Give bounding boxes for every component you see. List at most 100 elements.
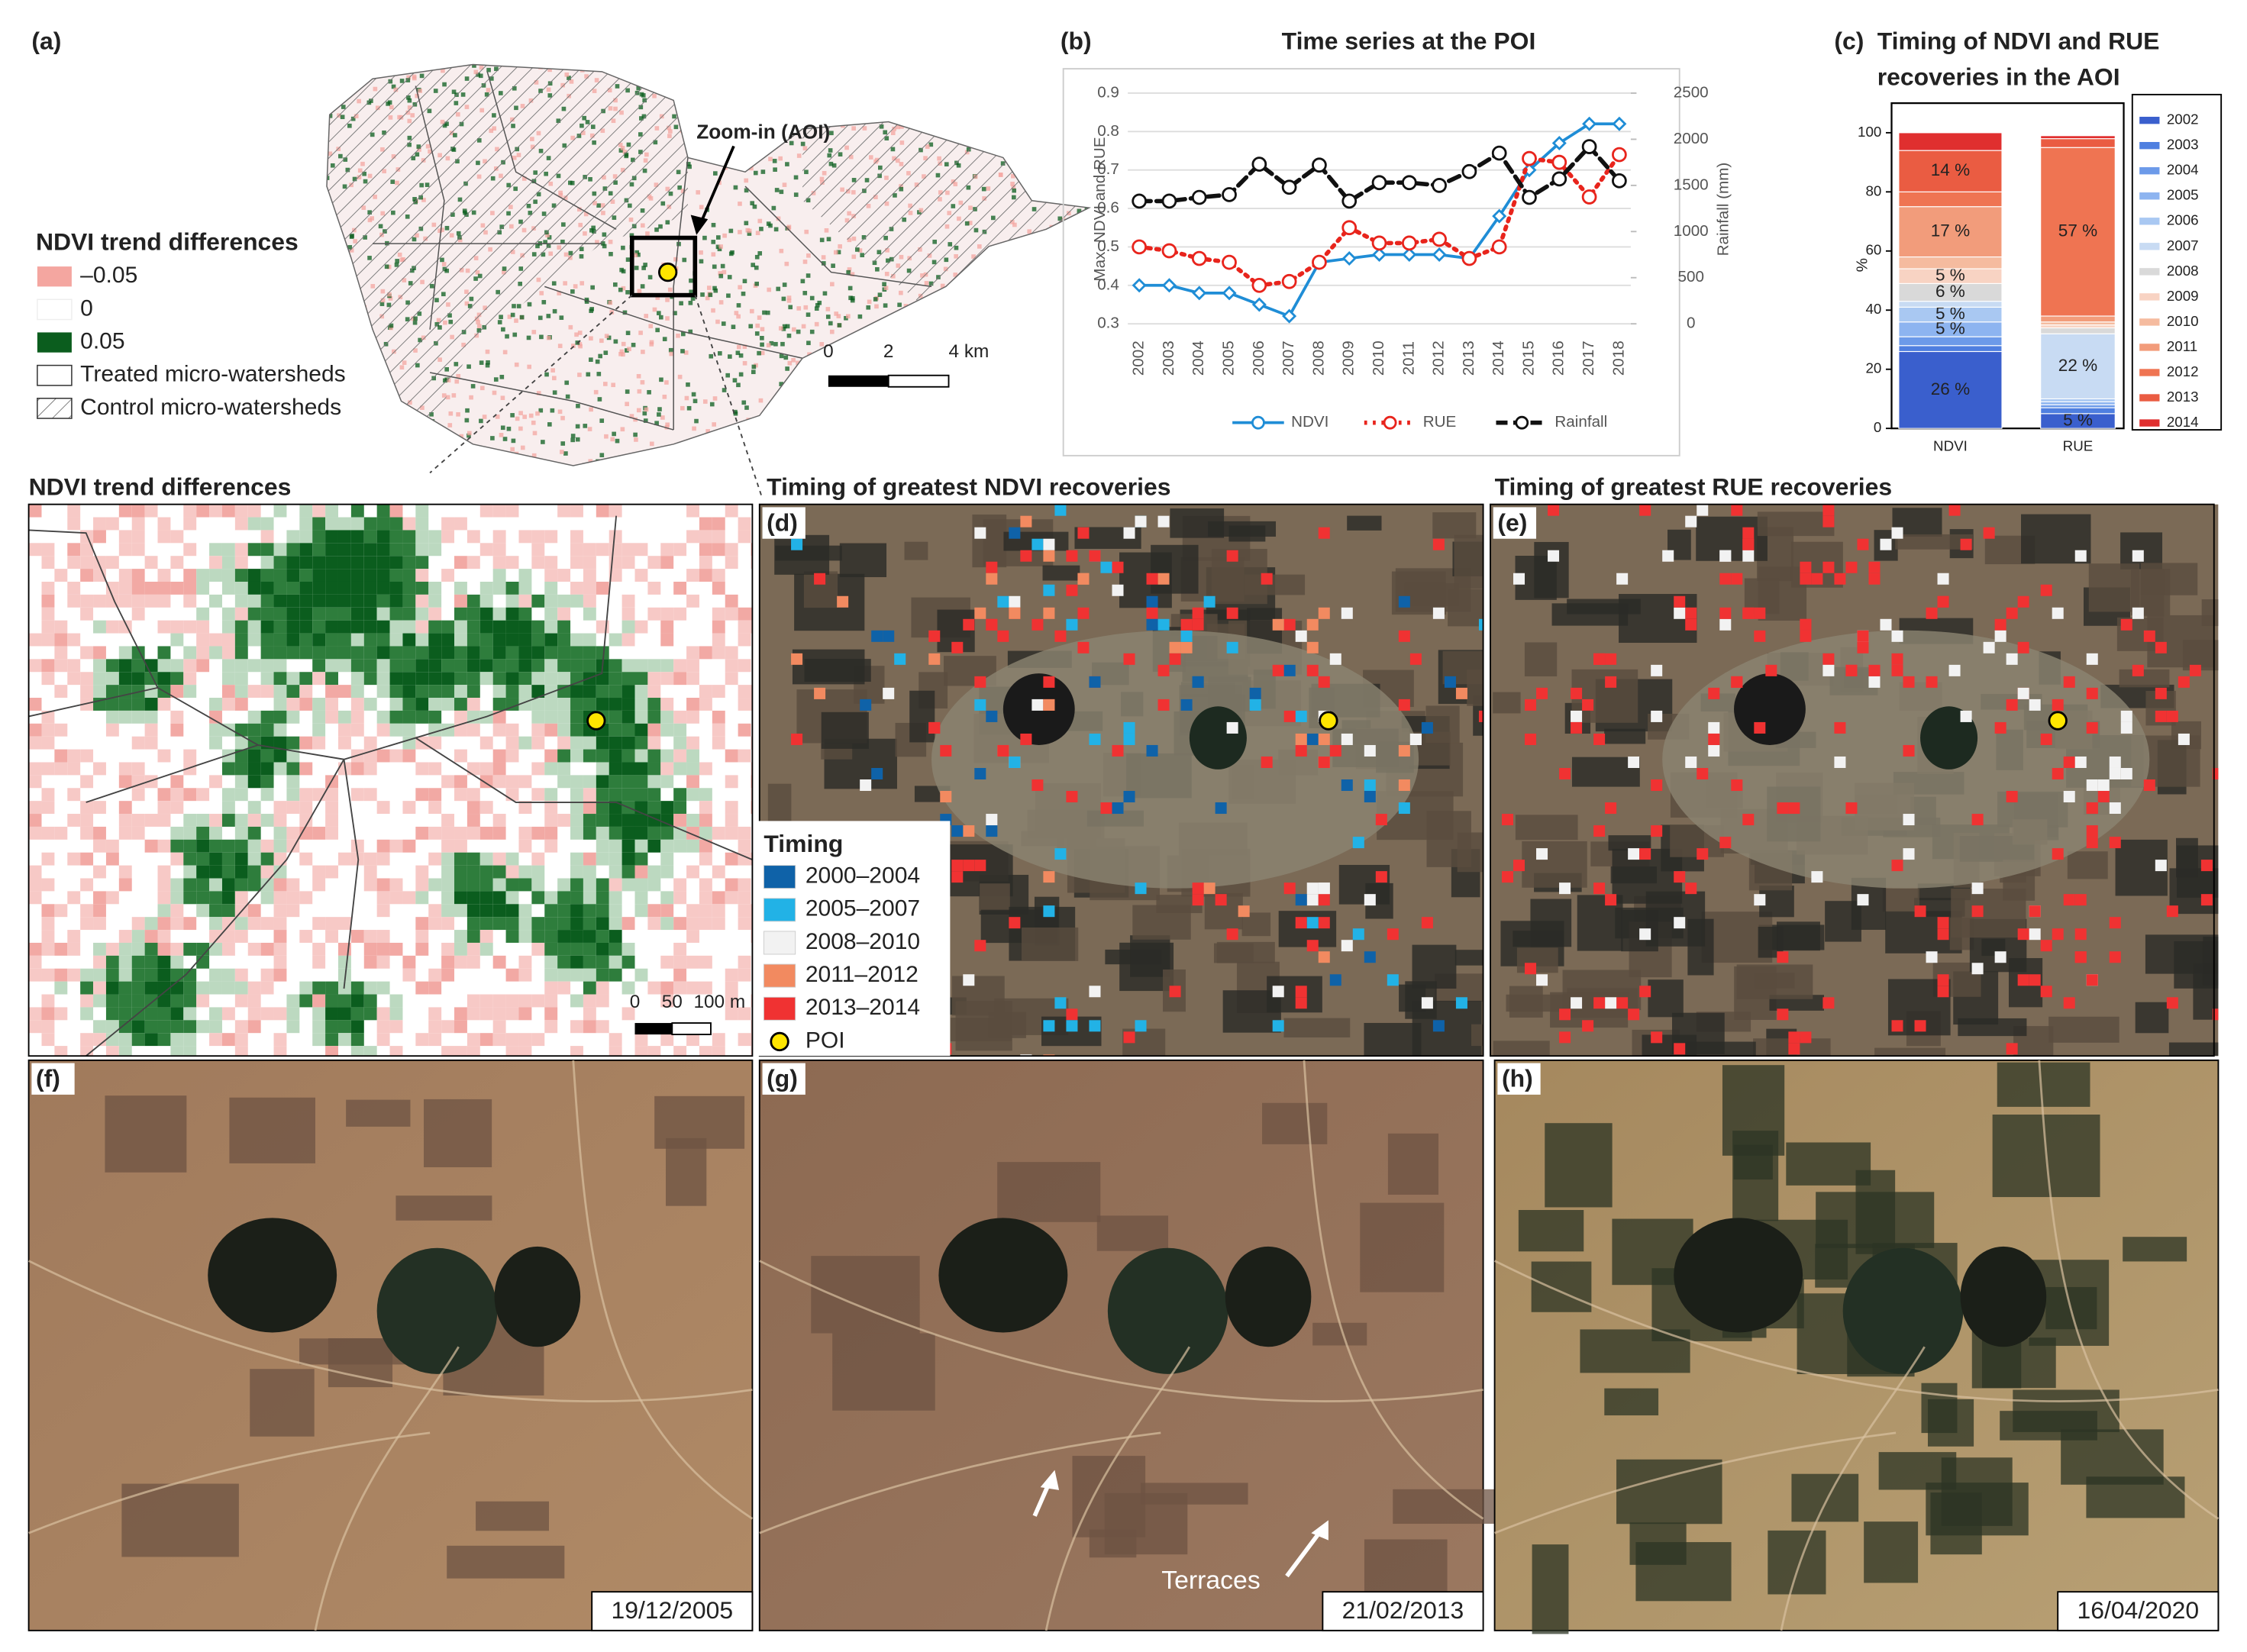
map-pixel	[763, 424, 767, 430]
map-pixel	[922, 299, 927, 305]
map-pixel	[712, 891, 725, 905]
map-pixel	[478, 450, 483, 455]
map-pixel	[492, 852, 506, 866]
map-pixel	[960, 461, 965, 466]
map-pixel	[492, 826, 506, 840]
map-pixel	[454, 891, 467, 905]
map-pixel	[853, 431, 858, 437]
map-pixel	[54, 659, 68, 673]
map-pixel	[696, 81, 700, 86]
map-pixel	[196, 994, 210, 1008]
recovery-pixel	[1306, 882, 1319, 895]
map-pixel	[170, 710, 184, 724]
recovery-pixel	[1605, 676, 1617, 688]
y2-tick-label: 0	[1687, 315, 1695, 332]
map-pixel	[337, 1020, 351, 1034]
map-pixel	[544, 569, 558, 582]
map-pixel	[221, 556, 235, 569]
recovery-pixel	[1903, 814, 1915, 826]
map-pixel	[337, 556, 351, 569]
map-pixel	[544, 698, 558, 711]
map-pixel	[196, 878, 210, 892]
map-pixel	[454, 685, 467, 699]
map-pixel	[105, 968, 119, 982]
recovery-pixel	[1066, 584, 1078, 596]
legend-label: 0	[80, 295, 93, 321]
map-pixel	[557, 698, 571, 711]
map-pixel	[505, 775, 519, 789]
map-pixel	[857, 343, 863, 348]
map-pixel	[415, 594, 429, 608]
recovery-pixel	[1043, 607, 1055, 619]
map-pixel	[879, 441, 884, 447]
map-pixel	[479, 1007, 493, 1021]
bar-segment	[2040, 404, 2116, 408]
map-pixel	[157, 878, 171, 892]
map-pixel	[638, 331, 643, 335]
map-pixel	[847, 267, 852, 272]
map-pixel	[157, 581, 171, 595]
recovery-pixel	[1857, 630, 1869, 642]
map-pixel	[361, 443, 366, 447]
map-pixel	[810, 398, 815, 402]
map-pixel	[328, 236, 334, 241]
map-pixel	[479, 865, 493, 879]
map-pixel	[565, 394, 570, 399]
map-pixel	[157, 646, 171, 660]
map-pixel	[41, 917, 55, 931]
map-pixel	[1014, 136, 1019, 140]
map-pixel	[459, 434, 464, 439]
map-pixel	[557, 814, 571, 827]
map-pixel	[93, 826, 106, 840]
map-pixel	[725, 775, 738, 789]
map-pixel	[629, 69, 634, 74]
map-pixel	[350, 646, 364, 660]
map-pixel	[996, 459, 1001, 464]
map-pixel	[767, 71, 772, 76]
map-pixel	[80, 1033, 94, 1047]
map-pixel	[625, 257, 631, 262]
data-point	[1612, 173, 1627, 189]
map-pixel	[1042, 411, 1048, 415]
legend-swatch	[2139, 243, 2160, 250]
map-pixel	[621, 826, 635, 840]
map-pixel	[105, 852, 119, 866]
recovery-pixel	[1937, 928, 1949, 941]
map-pixel	[183, 891, 197, 905]
map-pixel	[952, 133, 957, 138]
map-pixel	[702, 460, 707, 464]
map-pixel	[325, 930, 338, 943]
recovery-pixel	[1146, 744, 1158, 757]
map-pixel	[80, 685, 94, 699]
map-pixel	[505, 891, 519, 905]
map-pixel	[299, 569, 313, 582]
map-pixel	[850, 295, 855, 301]
map-pixel	[441, 865, 455, 879]
map-pixel	[273, 710, 287, 724]
map-pixel	[699, 917, 712, 931]
map-pixel	[454, 878, 467, 892]
map-pixel	[596, 930, 609, 943]
map-pixel	[699, 685, 712, 699]
y-tick-label: 0.9	[1097, 83, 1119, 101]
recovery-pixel	[2132, 550, 2144, 562]
x-tick-label: 2015	[1519, 340, 1537, 376]
data-point	[1132, 278, 1147, 293]
map-pixel	[260, 607, 274, 621]
recovery-pixel	[963, 860, 975, 872]
map-pixel	[505, 672, 519, 686]
map-pixel	[583, 607, 596, 621]
map-pixel	[767, 106, 773, 111]
legend-label: 2005	[2167, 187, 2199, 203]
map-pixel	[609, 710, 622, 724]
map-pixel	[570, 633, 583, 647]
recovery-pixel	[1548, 550, 1560, 562]
map-pixel	[1032, 340, 1037, 345]
field	[821, 711, 869, 749]
map-pixel	[738, 904, 751, 918]
map-pixel	[234, 917, 248, 931]
recovery-pixel	[1089, 1020, 1101, 1032]
map-pixel	[325, 556, 338, 569]
map-pixel	[221, 891, 235, 905]
map-pixel	[660, 1033, 674, 1047]
